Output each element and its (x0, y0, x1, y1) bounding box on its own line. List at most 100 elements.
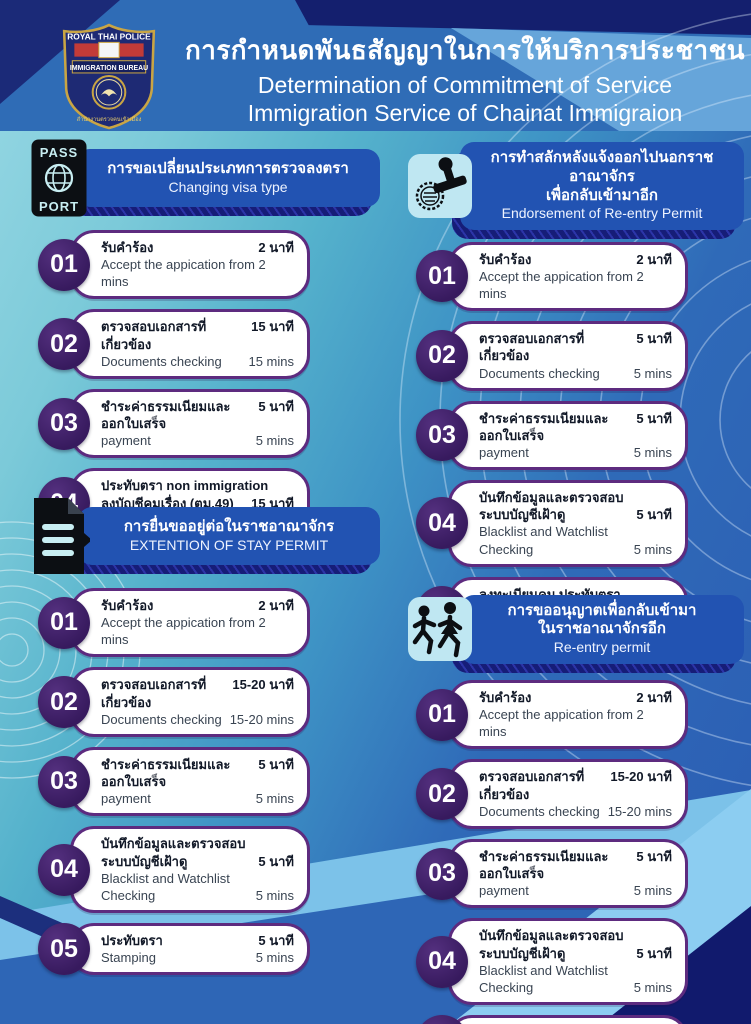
step-english-text: payment (479, 883, 529, 899)
passport-icon: PASS PORT (30, 138, 88, 218)
step-english-time: 5 mins (255, 433, 294, 449)
steps-list: 01 รับคำร้อง 2 นาที Accept the appication f… (38, 588, 310, 976)
step: 04 บันทึกข้อมูลและตรวจสอบ ระบบบัญชีเฝ้าดู 5… (416, 918, 688, 1006)
step-english-text: Documents checking (101, 353, 222, 369)
step-english-text: payment (479, 445, 529, 460)
step-pill: ชำระค่าธรรมเนียมและออกใบเสร็จ 5 นาที payme… (448, 400, 688, 471)
step-thai-time: 2 นาที (258, 598, 294, 613)
step: 02 ตรวจสอบเอกสารที่เกี่ยวข้อง 15-20 นาที Do… (416, 759, 688, 829)
step-thai: รับคำร้อง 2 นาที (479, 251, 672, 268)
step: 01 รับคำร้อง 2 นาที Accept the appication f… (38, 230, 310, 300)
step-english-text: payment (101, 433, 151, 449)
section-title-thai: ในราชอาณาจักรอีก (537, 620, 667, 638)
page-title-thai: การกำหนดพันธสัญญาในการให้บริการประชาชน (185, 35, 745, 65)
section-header: การยื่นขออยู่ต่อในราชอาณาจักร EXTENTION O… (30, 496, 380, 576)
step-pill: ตรวจสอบเอกสารที่เกี่ยวข้อง 15 นาที Documen… (70, 309, 310, 379)
step-thai-text: ตรวจสอบเอกสารที่เกี่ยวข้อง (479, 769, 585, 802)
section-title-english: Changing visa type (168, 178, 288, 195)
section-title-pill-wrap: การขอเปลี่ยนประเภทการตรวจลงตรา Changing v… (68, 149, 380, 216)
svg-text:PASS: PASS (40, 145, 78, 160)
step-english: Documents checking 5 mins (479, 365, 672, 382)
step-english: Checking 5 mins (101, 887, 294, 904)
step-pill: บันทึกข้อมูลและตรวจสอบ ระบบบัญชีเฝ้าดู 5 น… (70, 826, 310, 914)
step: 02 ตรวจสอบเอกสารที่เกี่ยวข้อง 15-20 นาที Do… (38, 667, 310, 737)
step-english-time: 15-20 mins (607, 803, 672, 819)
step-english-time: 15 mins (248, 353, 294, 369)
step-thai-time: 2 นาที (258, 240, 294, 255)
step-english-time: 5 mins (255, 950, 294, 966)
step-thai-text: ระบบบัญชีเฝ้าดู (101, 853, 188, 869)
step-number-badge: 03 (416, 847, 468, 900)
step-english-text: Accept the appication from 2 mins (479, 707, 644, 740)
step-pill: รับคำร้อง 2 นาที Accept the appication fro… (448, 241, 688, 312)
step-thai-time: 5 นาที (258, 398, 294, 414)
step-thai: ระบบบัญชีเฝ้าดู 5 นาที (479, 945, 672, 962)
step-english-text: Checking (479, 541, 534, 557)
step-thai-text: รับคำร้อง (101, 240, 154, 255)
step-thai-time: 5 นาที (258, 853, 294, 869)
step-english-time: 15-20 mins (229, 711, 294, 727)
section-header: การทำสลักหลังแจ้งออกไปนอกราชอาณาจักร เพื่… (408, 142, 744, 239)
step-thai: ชำระค่าธรรมเนียมและออกใบเสร็จ 5 นาที (479, 848, 672, 882)
step: 01 รับคำร้อง 2 นาที Accept the appication f… (38, 588, 310, 658)
header: ROYAL THAI POLICE IMMIGRATION BUREAU สำน… (0, 0, 751, 131)
section-title-thai: การยื่นขออยู่ต่อในราชอาณาจักร (123, 517, 335, 535)
step-english: payment 5 mins (101, 790, 294, 807)
step-pill: ตรวจสอบเอกสารที่เกี่ยวข้อง 5 นาที Document… (448, 321, 688, 391)
running-people-icon (408, 597, 472, 661)
step: 03 ชำระค่าธรรมเนียมและออกใบเสร็จ 5 นาที pay… (416, 400, 688, 471)
step: 02 ตรวจสอบเอกสารที่เกี่ยวข้อง 15 นาที Docum… (38, 309, 310, 379)
garuda-emblem-icon (100, 89, 118, 97)
steps-list: 01 รับคำร้อง 2 นาที Accept the appication f… (416, 241, 688, 647)
step-english: Documents checking 15-20 mins (101, 711, 294, 728)
step-english: Checking 5 mins (479, 541, 672, 558)
step-thai: ประทับตรา 5 นาที (101, 932, 294, 949)
step-number-badge: 05 (416, 1015, 468, 1024)
step-english-time: 5 mins (633, 445, 672, 460)
step-english-text: Checking (101, 887, 156, 903)
police-shield-icon: ROYAL THAI POLICE IMMIGRATION BUREAU สำน… (62, 23, 156, 130)
step-english: payment 5 mins (101, 432, 294, 449)
section-title-pill: การทำสลักหลังแจ้งออกไปนอกราชอาณาจักร เพื่… (460, 142, 744, 230)
section-title-pill-wrap: การขออนุญาตเพื่อกลับเข้ามา ในราชอาณาจักรอ… (452, 594, 744, 673)
step-thai-text: ชำระค่าธรรมเนียมและออกใบเสร็จ (101, 756, 231, 790)
step-english: payment 5 mins (479, 444, 672, 461)
steps-list: 01 รับคำร้อง 2 นาที Accept the appication f… (38, 230, 310, 538)
step-english-time: 5 mins (255, 887, 294, 903)
step-thai: ชำระค่าธรรมเนียมและออกใบเสร็จ 5 นาที (101, 398, 294, 432)
step-english-text: Accept the appication from 2 mins (101, 615, 266, 648)
step-thai-time: 2 นาที (636, 251, 672, 267)
section-title-pill-wrap: การทำสลักหลังแจ้งออกไปนอกราชอาณาจักร เพื่… (452, 142, 744, 239)
step-english-text: Documents checking (101, 711, 222, 727)
step-thai-time: 15 นาที (251, 495, 294, 511)
step-english-time: 5 mins (633, 883, 672, 899)
step-thai-text: ประทับตรา (101, 933, 163, 949)
step-thai-text: ตรวจสอบเอกสารที่เกี่ยวข้อง (479, 331, 585, 364)
step-thai-text: รับคำร้อง (101, 598, 154, 613)
step-thai: รับคำร้อง 2 นาที (479, 689, 672, 706)
step-english-text: Blacklist and Watchlist (479, 962, 608, 978)
section-endorsement-re-entry: การทำสลักหลังแจ้งออกไปนอกราชอาณาจักร เพื่… (408, 142, 744, 647)
step-number-badge: 05 (38, 923, 90, 976)
step-pill: ชำระค่าธรรมเนียมและออกใบเสร็จ 5 นาที payme… (70, 746, 310, 817)
steps-list: 01 รับคำร้อง 2 นาที Accept the appication f… (416, 680, 688, 1024)
step-thai-text: บันทึกข้อมูลและตรวจสอบ (101, 836, 246, 852)
step-thai-text: บันทึกข้อมูลและตรวจสอบ (479, 490, 624, 506)
step-number-badge: 04 (416, 935, 468, 988)
step-english-text: Checking (479, 979, 534, 995)
step: 04 บันทึกข้อมูลและตรวจสอบ ระบบบัญชีเฝ้าดู 5… (416, 480, 688, 567)
step-thai-time: 5 นาที (636, 507, 672, 523)
step-thai-time: 15 นาที (251, 319, 294, 335)
step-thai: ลงบัญชีคุมเรื่อง (ตม.49) 15 นาที (101, 495, 294, 512)
section-changing-visa-type: PASS PORT การขอเปลี่ยนประเภทการตรวจลงตรา… (30, 138, 380, 538)
svg-text:PORT: PORT (39, 199, 79, 214)
step-thai-time: 5 นาที (636, 410, 672, 426)
step-thai-text: ตรวจสอบเอกสารที่เกี่ยวข้อง (101, 319, 207, 352)
step-thai: ชำระค่าธรรมเนียมและออกใบเสร็จ 5 นาที (101, 756, 294, 790)
step-thai: ตรวจสอบเอกสารที่เกี่ยวข้อง 5 นาที (479, 330, 672, 364)
step-english: Documents checking 15-20 mins (479, 803, 672, 820)
step-thai-time: 5 นาที (636, 331, 672, 347)
